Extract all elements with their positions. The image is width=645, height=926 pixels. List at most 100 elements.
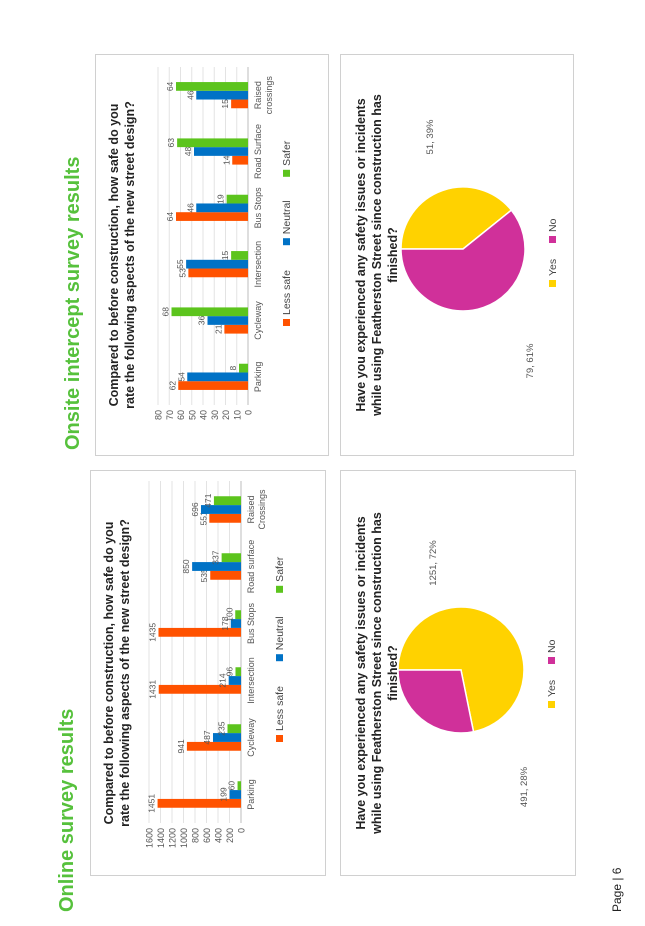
y-tick-label: 0 — [237, 828, 247, 833]
data-label: 178 — [220, 616, 230, 630]
y-tick-label: 200 — [225, 828, 235, 843]
data-label: 100 — [224, 607, 234, 621]
x-tick-label: Bus Stops — [253, 187, 263, 229]
y-tick-label: 60 — [176, 410, 186, 420]
y-tick-label: 1200 — [168, 828, 178, 848]
page-number: Page | 6 — [610, 867, 624, 912]
data-label: 55 — [175, 259, 185, 269]
legend-entry: Safer — [281, 140, 293, 166]
x-tick-label: Parking — [246, 779, 256, 810]
onsite-heading: Onsite intercept survey results — [62, 156, 84, 450]
bar-less-safe — [210, 570, 242, 580]
y-tick-label: 1000 — [179, 828, 189, 848]
bar-neutral — [200, 505, 242, 514]
bar-neutral — [230, 619, 241, 628]
data-label: 850 — [181, 559, 191, 573]
y-tick-label: 30 — [210, 410, 220, 420]
bar-neutral — [196, 90, 248, 100]
data-label: 96 — [224, 667, 234, 677]
bar-neutral — [196, 203, 248, 213]
data-label: 214 — [218, 673, 228, 687]
bar-less-safe — [176, 212, 248, 221]
x-tick-label: Raised — [253, 81, 263, 109]
bar-neutral — [192, 562, 241, 571]
legend-entry: Less safe — [281, 270, 293, 315]
pie-data-label: 1251, 72% — [428, 540, 439, 586]
legend-entry: No — [547, 218, 559, 232]
y-tick-label: 70 — [165, 410, 175, 420]
data-label: 46 — [185, 90, 195, 100]
onsite-bar-panel: Compared to before construction, how saf… — [95, 54, 329, 456]
y-tick-label: 0 — [244, 410, 254, 415]
data-label: 941 — [176, 739, 186, 753]
legend-swatch — [548, 657, 555, 664]
x-tick-label: Parking — [253, 362, 263, 393]
bar-less-safe — [158, 627, 241, 637]
bar-less-safe — [157, 798, 241, 808]
bar-less-safe — [209, 513, 241, 523]
data-label: 1431 — [148, 680, 158, 699]
legend-entry: Yes — [546, 680, 558, 697]
x-tick-label: crossings — [264, 76, 274, 115]
pie-data-label: 79, 61% — [525, 343, 536, 378]
data-label: 15 — [220, 99, 230, 109]
bar-neutral — [194, 147, 248, 156]
data-label: 68 — [161, 307, 171, 317]
pie-slice-no — [397, 669, 475, 734]
bar-less-safe — [188, 268, 248, 278]
legend-swatch — [548, 701, 555, 708]
bar-safer — [235, 610, 241, 620]
bar-safer — [213, 496, 242, 506]
legend-entry: Less safe — [274, 686, 286, 731]
data-label: 487 — [202, 730, 212, 744]
data-label: 535 — [199, 568, 209, 582]
legend-swatch — [276, 735, 283, 742]
bar-less-safe — [186, 741, 241, 751]
data-label: 36 — [197, 316, 207, 326]
data-label: 53 — [177, 268, 187, 278]
pie-slice-no — [400, 209, 526, 312]
data-label: 551 — [198, 511, 208, 525]
bar-less-safe — [178, 381, 248, 390]
bar-safer — [176, 82, 248, 91]
legend-entry: Neutral — [274, 616, 286, 650]
bar-safer — [171, 307, 248, 317]
x-tick-label: Road surface — [246, 540, 256, 594]
bar-less-safe — [158, 684, 241, 694]
y-tick-label: 400 — [214, 828, 224, 843]
x-tick-label: Raised — [246, 495, 256, 523]
data-label: 696 — [190, 502, 200, 516]
data-label: 64 — [165, 212, 175, 222]
data-label: 46 — [185, 203, 195, 213]
data-label: 54 — [176, 372, 186, 382]
legend-swatch — [276, 654, 283, 662]
data-label: 337 — [211, 550, 221, 564]
x-tick-label: Cycleway — [246, 718, 256, 757]
data-label: 21 — [213, 324, 223, 334]
y-tick-label: 20 — [221, 410, 231, 420]
bar-safer — [221, 553, 241, 563]
bar-neutral — [229, 790, 241, 799]
legend-entry: No — [546, 639, 558, 653]
bar-neutral — [207, 316, 248, 325]
pie-slice-yes — [400, 186, 513, 250]
legend-entry: Safer — [274, 556, 286, 582]
legend-swatch — [283, 238, 290, 246]
legend-swatch — [549, 236, 556, 243]
bar-less-safe — [224, 324, 248, 334]
y-tick-label: 40 — [199, 410, 209, 420]
x-tick-label: Intersection — [253, 241, 263, 288]
pie-data-label: 491, 28% — [519, 766, 530, 807]
online-bar-panel: Compared to before construction, how saf… — [90, 470, 326, 876]
bar-neutral — [228, 676, 242, 685]
x-tick-label: Bus Stops — [246, 602, 256, 644]
legend-entry: Yes — [547, 259, 559, 276]
data-label: 199 — [219, 787, 229, 801]
bar-less-safe — [231, 99, 248, 109]
y-tick-label: 1600 — [145, 828, 155, 848]
x-tick-label: Intersection — [246, 657, 256, 704]
bar-safer — [239, 363, 248, 373]
